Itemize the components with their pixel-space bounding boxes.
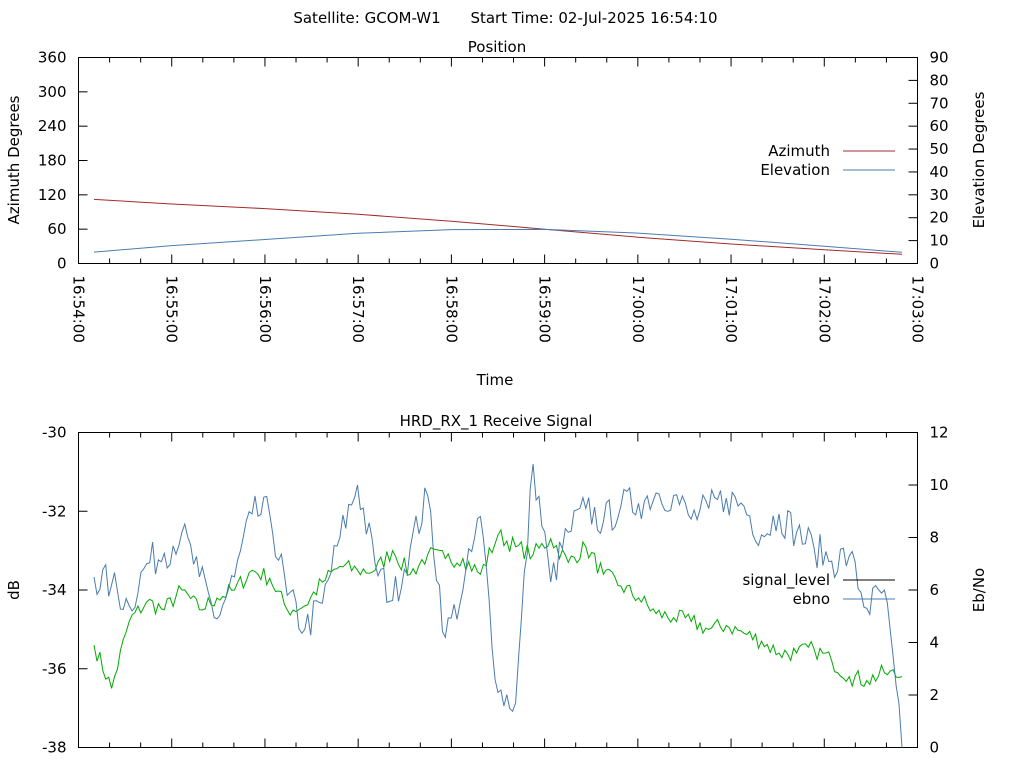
position-title: Position	[468, 38, 526, 56]
signal-left-axis-label: dB	[5, 580, 23, 600]
position-x-tick-label: 17:03:00	[909, 276, 927, 343]
position-x-tick-label: 16:57:00	[349, 276, 367, 343]
signal-right-tick-label: 8	[930, 529, 940, 547]
satellite-name: Satellite: GCOM-W1	[293, 9, 440, 27]
position-chart: Position Azimuth Degrees Elevation Degre…	[5, 38, 988, 389]
signal-legend: signal_level ebno	[742, 571, 895, 608]
position-right-axis-label: Elevation Degrees	[970, 91, 988, 228]
signal-right-tick-label: 4	[930, 634, 940, 652]
receive-signal-chart: HRD_RX_1 Receive Signal dB Eb/No -38 -36 -…	[5, 412, 988, 757]
signal-left-tick-label: -36	[42, 660, 67, 678]
position-right-tick-label: 20	[930, 209, 949, 227]
position-x-tick-label: 16:56:00	[256, 276, 274, 343]
position-right-tick-label: 10	[930, 232, 949, 250]
position-right-tick-label: 0	[930, 255, 940, 273]
position-right-tick-label: 50	[930, 140, 949, 158]
position-legend: Azimuth Elevation	[760, 142, 895, 179]
position-x-tick-label: 16:55:00	[163, 276, 181, 343]
position-x-axis-label: Time	[476, 371, 514, 389]
signal-title: HRD_RX_1 Receive Signal	[400, 412, 593, 431]
position-x-tick-label: 17:02:00	[815, 276, 833, 343]
position-right-tick-label: 40	[930, 163, 949, 181]
signal-right-tick-label: 0	[930, 739, 940, 757]
signal-right-axis-label: Eb/No	[970, 568, 988, 612]
position-series-elevation	[93, 228, 903, 253]
signal-left-tick-label: -30	[42, 424, 67, 442]
legend-azimuth-label: Azimuth	[768, 142, 830, 160]
signal-left-tick-label: -38	[42, 739, 67, 757]
legend-elevation-label: Elevation	[760, 161, 830, 179]
position-left-tick-label: 300	[38, 83, 67, 101]
position-x-tick-label: 16:54:00	[70, 276, 88, 343]
start-time: Start Time: 02-Jul-2025 16:54:10	[470, 9, 717, 27]
position-right-tick-label: 70	[930, 94, 949, 112]
position-right-tick-label: 60	[930, 117, 949, 135]
signal-left-tick-label: -34	[42, 581, 67, 599]
position-x-tick-label: 17:01:00	[722, 276, 740, 343]
position-series-azimuth	[93, 198, 903, 255]
position-left-tick-label: 180	[38, 152, 67, 170]
signal-right-tick-label: 12	[930, 424, 949, 442]
position-left-axis-label: Azimuth Degrees	[5, 95, 23, 224]
position-left-tick-label: 120	[38, 186, 67, 204]
position-right-tick-label: 90	[930, 49, 949, 67]
position-x-tick-label: 17:00:00	[629, 276, 647, 343]
signal-series-signal-level	[93, 528, 903, 689]
position-right-tick-label: 30	[930, 186, 949, 204]
position-x-tick-label: 16:59:00	[536, 276, 554, 343]
signal-series-ebno	[93, 463, 903, 748]
legend-ebno-label: ebno	[793, 590, 830, 608]
signal-right-tick-label: 6	[930, 581, 940, 599]
position-left-tick-label: 240	[38, 117, 67, 135]
signal-right-tick-label: 2	[930, 686, 940, 704]
position-x-tick-label: 16:58:00	[442, 276, 460, 343]
legend-signal-level-label: signal_level	[742, 571, 830, 590]
signal-left-tick-label: -32	[42, 502, 67, 520]
position-left-tick-label: 60	[47, 220, 66, 238]
signal-right-tick-label: 10	[930, 476, 949, 494]
position-left-tick-label: 360	[38, 49, 67, 67]
position-right-tick-label: 80	[930, 71, 949, 89]
position-left-tick-label: 0	[57, 255, 67, 273]
